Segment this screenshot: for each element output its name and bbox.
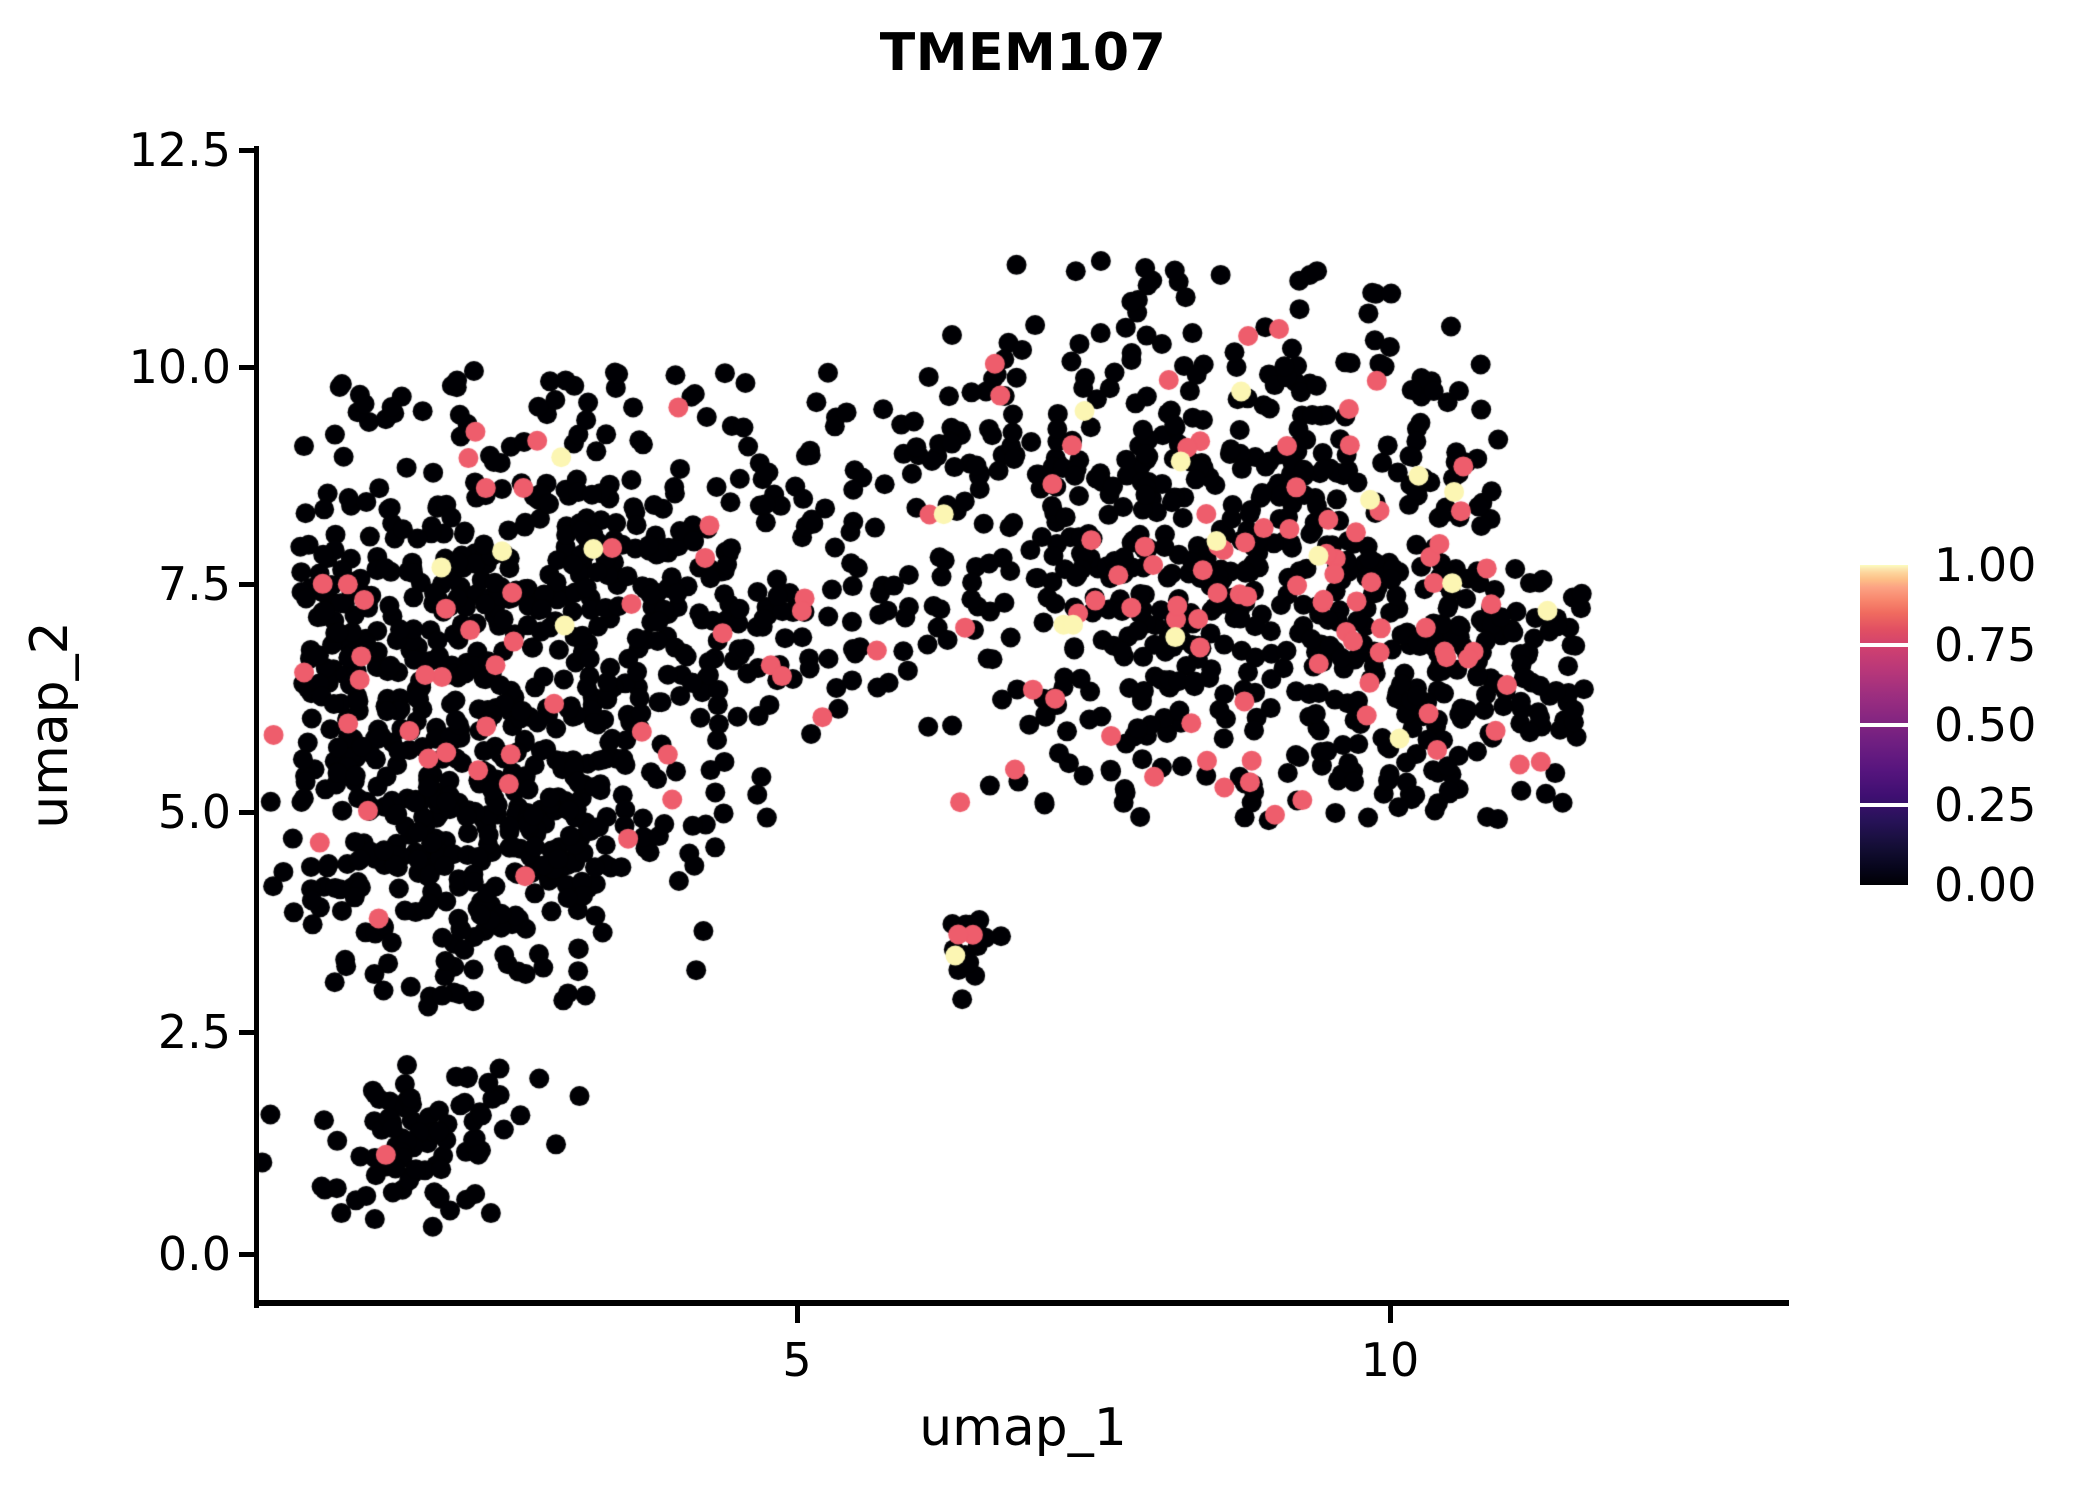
y-tick-label: 10.0 xyxy=(128,340,231,394)
x-tick-mark xyxy=(1388,1306,1393,1323)
x-axis-label: umap_1 xyxy=(919,1398,1127,1458)
colorbar-tick-label: 0.00 xyxy=(1934,858,2037,912)
y-tick-mark xyxy=(239,582,255,587)
scatter-points-layer xyxy=(258,150,1788,1303)
y-tick-mark xyxy=(239,365,255,370)
colorbar-tick-label: 1.00 xyxy=(1934,538,2037,592)
y-axis-label: umap_2 xyxy=(20,621,80,829)
plot-area xyxy=(258,150,1788,1303)
axis-spine-left xyxy=(254,146,259,1308)
colorbar-tick-label: 0.75 xyxy=(1934,618,2037,672)
y-tick-mark xyxy=(239,148,255,153)
y-tick-mark xyxy=(239,1252,255,1257)
y-tick-label: 2.5 xyxy=(157,1005,231,1059)
colorbar-tick-mark xyxy=(1860,723,1908,727)
y-tick-label: 0.0 xyxy=(157,1227,231,1281)
colorbar-tick-mark xyxy=(1860,643,1908,647)
x-tick-mark xyxy=(795,1306,800,1323)
colorbar-tick-mark xyxy=(1860,803,1908,807)
x-tick-label: 5 xyxy=(782,1333,812,1387)
y-tick-mark xyxy=(239,1030,255,1035)
colorbar-tick-label: 0.25 xyxy=(1934,778,2037,832)
y-tick-label: 5.0 xyxy=(157,785,231,839)
colorbar-tick-label: 0.50 xyxy=(1934,698,2037,752)
y-tick-label: 12.5 xyxy=(128,123,231,177)
y-axis-label-wrapper: umap_2 xyxy=(20,145,80,1305)
colorbar: 1.00 0.75 0.50 0.25 0.00 xyxy=(1860,542,2090,908)
y-tick-mark xyxy=(239,810,255,815)
x-tick-label: 10 xyxy=(1360,1333,1420,1387)
axis-spine-bottom xyxy=(254,1300,1789,1306)
page-title: TMEM107 xyxy=(879,23,1167,83)
y-tick-label: 7.5 xyxy=(157,557,231,611)
